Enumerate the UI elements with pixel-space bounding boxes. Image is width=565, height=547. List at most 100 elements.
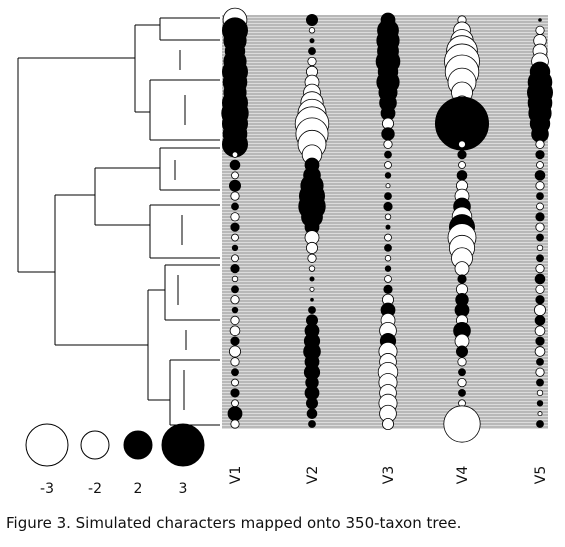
column-label: V2 bbox=[305, 466, 321, 484]
bubble bbox=[385, 183, 391, 189]
bubble bbox=[384, 255, 392, 262]
bubble bbox=[310, 297, 314, 302]
bubble bbox=[536, 400, 544, 407]
bubble bbox=[458, 389, 466, 397]
bubble bbox=[536, 378, 544, 387]
trait-bubbles bbox=[221, 7, 554, 443]
bubble bbox=[535, 367, 545, 377]
bubble bbox=[309, 286, 315, 292]
legend-label: -2 bbox=[88, 481, 102, 497]
bubble bbox=[229, 159, 241, 171]
legend-label: 2 bbox=[134, 481, 143, 497]
bubble bbox=[383, 139, 393, 149]
bubble bbox=[384, 213, 392, 221]
bubble bbox=[383, 201, 393, 212]
bubble bbox=[228, 179, 241, 192]
column-label: V4 bbox=[455, 466, 471, 485]
bubble bbox=[384, 150, 392, 159]
bubble bbox=[307, 56, 317, 67]
bubble bbox=[231, 306, 239, 314]
bubble bbox=[231, 368, 239, 377]
bubble bbox=[534, 170, 546, 181]
bubble bbox=[535, 222, 545, 232]
bubble bbox=[384, 233, 392, 242]
bubble bbox=[230, 357, 240, 367]
bubble bbox=[231, 399, 239, 408]
bubble bbox=[227, 406, 243, 422]
legend: -3 -2 2 3 bbox=[25, 423, 205, 497]
bubble bbox=[231, 151, 239, 158]
bubble bbox=[536, 202, 544, 211]
bubble bbox=[231, 254, 239, 263]
bubble bbox=[535, 295, 545, 305]
bubble bbox=[383, 284, 393, 294]
bubble bbox=[535, 284, 545, 294]
bubble bbox=[535, 264, 545, 274]
bubble bbox=[308, 306, 316, 314]
bubble bbox=[309, 276, 315, 282]
bubble bbox=[231, 171, 239, 180]
bubble bbox=[230, 191, 240, 201]
bubble bbox=[230, 295, 240, 305]
legend-label: 3 bbox=[179, 481, 188, 497]
bubble bbox=[231, 202, 239, 211]
bubble bbox=[308, 420, 316, 428]
bubble bbox=[305, 241, 318, 254]
bubble bbox=[534, 346, 546, 357]
bubble bbox=[534, 315, 546, 326]
bubble bbox=[536, 244, 544, 252]
bubble bbox=[231, 285, 239, 294]
bubble bbox=[536, 357, 544, 366]
bubble bbox=[535, 25, 545, 35]
bubble bbox=[230, 222, 240, 232]
bubble bbox=[534, 273, 546, 285]
bubble bbox=[535, 336, 545, 346]
bubble bbox=[308, 265, 316, 272]
bubble bbox=[384, 265, 392, 272]
bubble bbox=[536, 420, 544, 428]
bubble bbox=[228, 345, 241, 358]
bubble bbox=[535, 181, 545, 191]
bubble bbox=[385, 224, 391, 230]
bubble bbox=[308, 27, 316, 34]
bubble bbox=[384, 275, 392, 283]
legend-label: -3 bbox=[40, 481, 54, 497]
bubble bbox=[457, 377, 467, 388]
bubble bbox=[456, 170, 468, 181]
bubble bbox=[458, 161, 466, 169]
bubble bbox=[457, 357, 467, 367]
bubble bbox=[534, 304, 547, 317]
bubble bbox=[231, 244, 239, 252]
bubble bbox=[536, 233, 544, 242]
bubble bbox=[230, 264, 240, 274]
bubble bbox=[381, 127, 395, 141]
legend-circle bbox=[80, 430, 110, 460]
bubble bbox=[231, 275, 239, 283]
bubble bbox=[308, 47, 316, 55]
bubble bbox=[535, 139, 545, 149]
bubble bbox=[458, 368, 466, 377]
bubble bbox=[384, 161, 392, 169]
bubble bbox=[231, 378, 239, 387]
legend-circle bbox=[123, 430, 153, 460]
bubble bbox=[457, 274, 467, 284]
bubble bbox=[535, 212, 545, 222]
bubble bbox=[384, 172, 392, 179]
bubble bbox=[536, 161, 544, 169]
bubble bbox=[536, 254, 544, 263]
column-label: V5 bbox=[533, 466, 549, 484]
legend-circle bbox=[161, 423, 205, 467]
bubble bbox=[305, 397, 318, 410]
bubble bbox=[230, 419, 240, 429]
legend-circle bbox=[25, 423, 69, 467]
bubble bbox=[536, 192, 544, 201]
bubble bbox=[309, 38, 315, 44]
column-label: V3 bbox=[381, 466, 397, 484]
bubble bbox=[455, 345, 468, 358]
bubble bbox=[457, 150, 467, 160]
bubble bbox=[443, 405, 481, 443]
bubble bbox=[306, 408, 318, 419]
bubble bbox=[536, 389, 544, 397]
bubble bbox=[534, 325, 546, 337]
bubble bbox=[535, 150, 545, 160]
